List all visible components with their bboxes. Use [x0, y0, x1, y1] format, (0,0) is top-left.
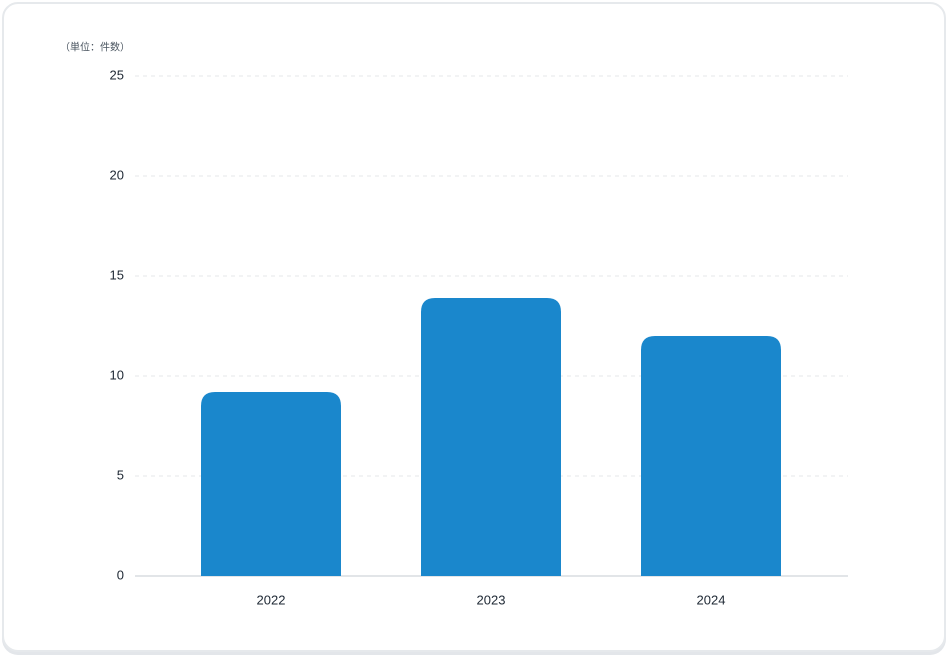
bar — [421, 298, 561, 576]
y-tick-label: 20 — [110, 167, 124, 182]
y-tick-label: 15 — [110, 267, 124, 282]
y-tick-label: 10 — [110, 367, 124, 382]
y-tick-label: 25 — [110, 67, 124, 82]
bar — [641, 336, 781, 576]
x-tick-label: 2022 — [257, 592, 286, 607]
y-tick-label: 0 — [117, 567, 124, 582]
x-tick-label: 2023 — [477, 592, 506, 607]
y-tick-label: 5 — [117, 467, 124, 482]
x-tick-label: 2024 — [697, 592, 726, 607]
unit-label: （単位：件数） — [60, 41, 130, 54]
bar — [201, 392, 341, 576]
